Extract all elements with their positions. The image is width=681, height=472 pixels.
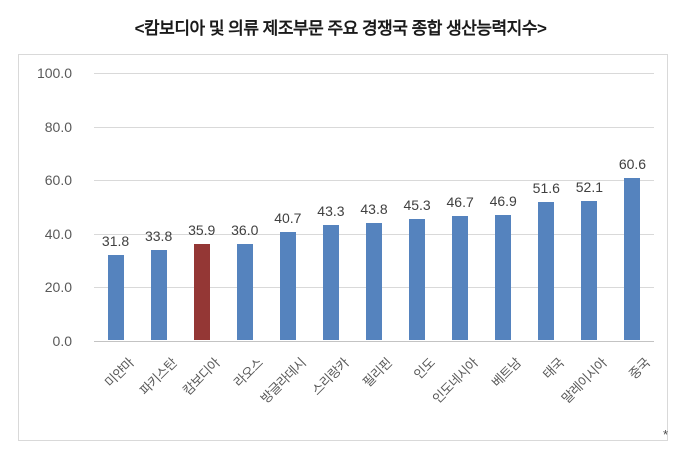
- bar-highlighted: [194, 244, 210, 340]
- page: <캄보디아 및 의류 제조부문 주요 경쟁국 종합 생산능력지수> 100.0 8…: [0, 0, 681, 453]
- bar-value-label: 52.1: [557, 179, 621, 195]
- y-axis-tick-label: 60.0: [19, 172, 72, 188]
- bar: [323, 225, 339, 341]
- bar: [581, 201, 597, 340]
- y-axis-tick-label: 40.0: [19, 226, 72, 242]
- y-axis-tick-label: 80.0: [19, 119, 72, 135]
- y-axis-tick-label: 100.0: [19, 65, 72, 81]
- x-axis-line: [94, 341, 654, 342]
- bar: [280, 232, 296, 341]
- bar: [495, 215, 511, 340]
- gridline: [94, 127, 654, 128]
- chart-title: <캄보디아 및 의류 제조부문 주요 경쟁국 종합 생산능력지수>: [0, 14, 681, 39]
- bar: [108, 255, 124, 340]
- bar: [452, 216, 468, 341]
- bar-value-label: 60.6: [600, 156, 664, 172]
- bar: [366, 223, 382, 340]
- bar: [237, 244, 253, 340]
- gridline: [94, 73, 654, 74]
- bar: [624, 178, 640, 340]
- y-axis-tick-label: 20.0: [19, 279, 72, 295]
- corner-mark: *: [663, 427, 668, 442]
- bar: [538, 202, 554, 340]
- bar: [151, 250, 167, 340]
- bar: [409, 219, 425, 340]
- y-axis-tick-label: 0.0: [19, 333, 72, 349]
